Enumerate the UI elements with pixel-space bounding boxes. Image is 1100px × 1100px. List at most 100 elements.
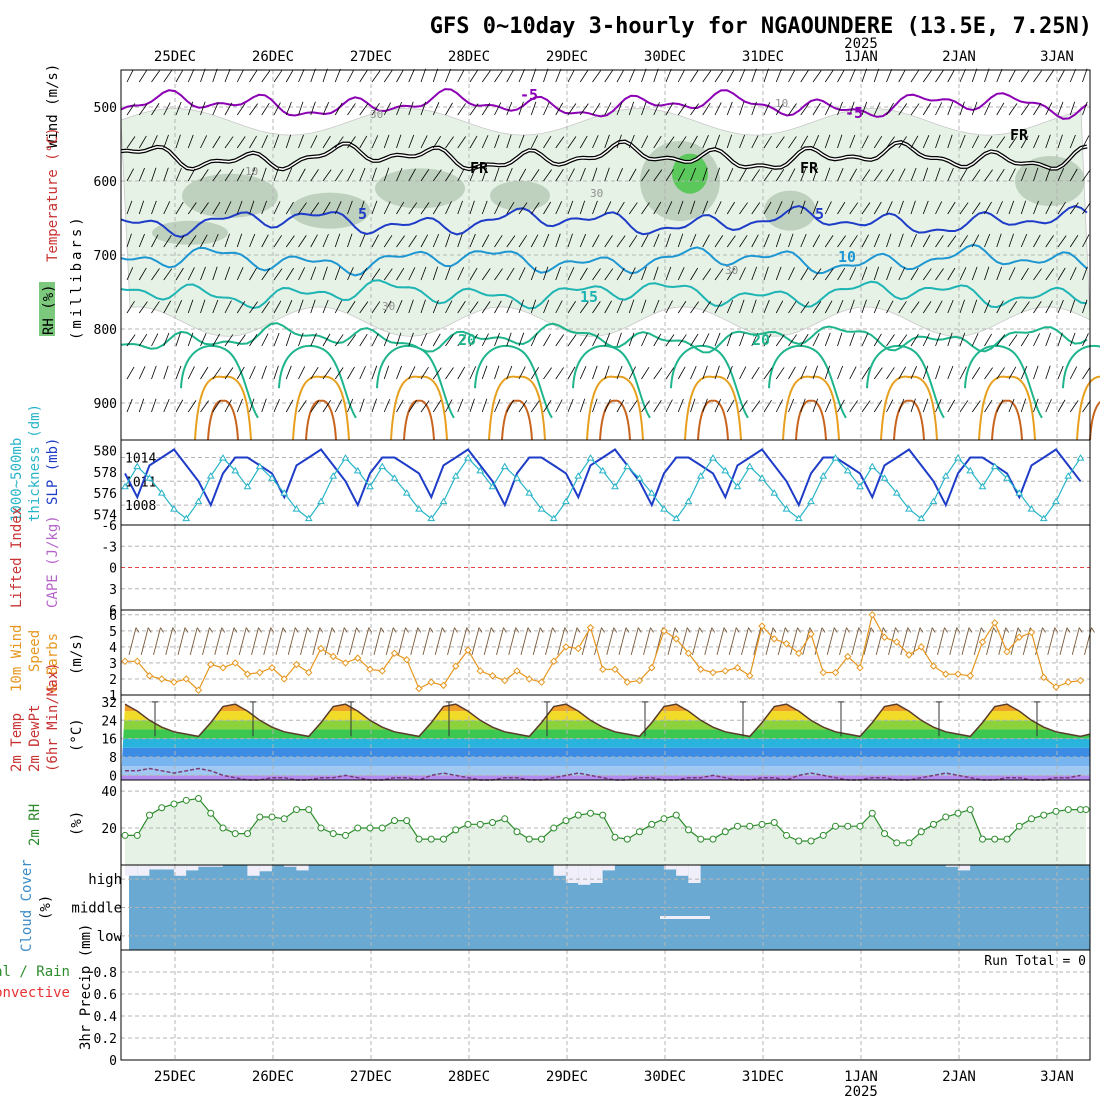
thickness-marker [856, 482, 864, 490]
slp-axis-titles: 1000~500mb thickness (dm) SLP (mb) [9, 404, 61, 522]
contour-label: 5 [358, 205, 367, 223]
wind-barb [1033, 301, 1042, 314]
wind-barb [604, 201, 612, 215]
wind-barb [947, 332, 953, 347]
wind-barb [481, 135, 489, 149]
cloud-row-label: low [97, 929, 123, 945]
wind-barb [543, 68, 549, 83]
thickness-marker [1039, 514, 1048, 522]
wind-barb [334, 136, 344, 149]
wind10-barb [839, 627, 847, 656]
wind-barb [665, 300, 673, 314]
wind-barb [677, 103, 687, 116]
thickness-marker [843, 466, 852, 474]
wind-barb [298, 134, 304, 149]
upper-axis-titles: Wind (m/s) Temperature (°C) (millibars) … [39, 64, 85, 340]
cloud-axis-titles: Cloud Cover (%) [19, 859, 54, 952]
wind-barb [788, 200, 794, 215]
wind-barb [298, 267, 306, 281]
wind10-marker [1003, 647, 1011, 656]
wind-barb [1008, 200, 1015, 215]
wind-barb [1033, 102, 1042, 116]
wind10-marker [550, 657, 558, 666]
wind-barb [383, 102, 391, 116]
wind-barb [383, 398, 391, 413]
thickness-marker [770, 489, 779, 496]
wind-barb [653, 233, 660, 248]
wind-barb [800, 366, 807, 380]
wind-barb [800, 301, 810, 314]
wind-barb [322, 333, 331, 347]
wind-barb [837, 69, 845, 83]
wind-barb [543, 266, 549, 281]
thickness-marker [549, 514, 558, 522]
wind-barb [579, 70, 589, 83]
thickness-marker [929, 497, 938, 505]
precip-tick-label: 0.6 [94, 988, 117, 1003]
wind10-marker [893, 638, 901, 646]
wind10-marker [1015, 633, 1023, 641]
wind-barb [616, 299, 623, 314]
wind-barb [126, 233, 132, 248]
wind10-barb [728, 627, 737, 656]
wind-barb [347, 233, 353, 248]
rh2m-marker [905, 839, 913, 847]
wind-barb [604, 134, 610, 149]
rh2m-marker [1003, 835, 1011, 843]
rh2m-marker [464, 820, 472, 828]
rh2m-unit: (%) [69, 811, 85, 836]
cloud-bar-high [957, 865, 971, 871]
temp-tick-label: 24 [101, 714, 117, 729]
cloud-bar-high [198, 865, 211, 867]
wind-barb [947, 235, 957, 248]
wind10-barb [275, 627, 284, 656]
rh2m-marker [709, 835, 717, 843]
wind-barb [175, 365, 182, 380]
wind-barb [347, 69, 355, 83]
wind-barb [788, 267, 795, 281]
rh2m-marker [795, 837, 803, 845]
wind-barb [543, 201, 552, 215]
wind-barb [347, 200, 353, 215]
wind-barb [494, 167, 500, 182]
isotherm-20-cell [278, 344, 357, 419]
wind-barb [751, 299, 757, 314]
wind10-barb [459, 627, 468, 656]
wind-barb [371, 167, 377, 182]
wind-barb [396, 235, 405, 248]
wind-barb [187, 202, 197, 215]
wind-barb [334, 266, 341, 281]
wind10-marker [660, 627, 668, 635]
wind-barb [371, 333, 379, 347]
wind10-barb-flag [552, 627, 556, 633]
wind10-barb-flag [270, 627, 275, 633]
thickness-tick-label: 580 [94, 445, 117, 460]
wind-barb [1082, 367, 1091, 380]
wind-barb [910, 366, 917, 380]
wind-barb [481, 301, 491, 314]
wind-barb [224, 68, 231, 83]
wind-barb [677, 301, 687, 314]
wind-barb [567, 136, 577, 149]
wind-barb [1082, 202, 1091, 215]
wind-barb [347, 168, 355, 182]
wind-barb [469, 70, 478, 83]
wind-barb [861, 367, 870, 380]
wind-tick-label: 3 [109, 657, 117, 672]
thickness-marker [1003, 474, 1011, 481]
wind-barb [530, 169, 540, 182]
wind10-marker [243, 670, 252, 678]
thickness-marker [500, 462, 509, 470]
wind-barb [383, 235, 393, 248]
thickness-marker [745, 462, 754, 470]
wind10-marker [1027, 628, 1036, 637]
wind-barb [677, 334, 687, 347]
wind10-marker [341, 659, 350, 667]
wind-barb [996, 168, 1005, 182]
wind-barb [249, 233, 256, 248]
wind10-marker [501, 676, 509, 685]
wind10-marker [586, 623, 595, 632]
wind-barb [1045, 167, 1051, 182]
wind-barb [824, 134, 831, 149]
wind-barb [261, 268, 271, 281]
